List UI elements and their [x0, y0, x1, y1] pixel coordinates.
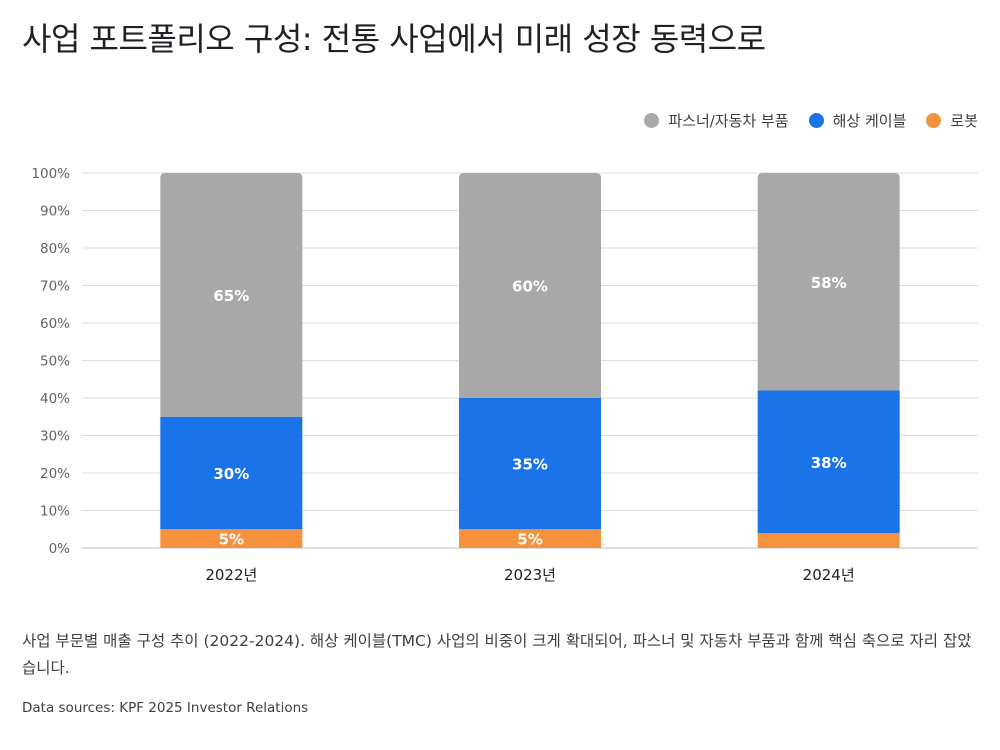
data-label: 65%	[213, 287, 249, 305]
data-label: 35%	[512, 456, 548, 474]
bar-segment	[757, 533, 900, 548]
bar-segment	[757, 173, 900, 391]
y-tick-label: 90%	[40, 204, 70, 220]
bar-segment	[160, 173, 303, 417]
data-label: 30%	[213, 465, 249, 483]
legend-item-fastener: 파스너/자동차 부품	[644, 110, 789, 131]
y-tick-label: 80%	[40, 241, 70, 257]
legend-label-robot: 로봇	[950, 112, 978, 130]
y-tick-label: 100%	[31, 166, 70, 182]
legend-swatch-cable	[808, 113, 824, 128]
legend-item-robot: 로봇	[926, 110, 978, 131]
x-tick-label: 2022년	[205, 566, 257, 584]
data-label: 58%	[811, 274, 847, 292]
bar-segment	[757, 390, 900, 533]
bar-segment	[459, 173, 601, 398]
legend-label-fastener: 파스너/자동차 부품	[668, 112, 789, 130]
x-tick-label: 2024년	[803, 566, 855, 584]
bar-segment	[160, 416, 303, 530]
data-label: 60%	[512, 278, 548, 296]
y-tick-label: 50%	[40, 354, 70, 370]
x-tick-label: 2023년	[504, 566, 556, 584]
bar-segment	[459, 529, 601, 548]
chart-legend: 파스너/자동차 부품 해상 케이블 로봇	[644, 110, 978, 131]
chart-caption: 사업 부문별 매출 구성 추이 (2022-2024). 해상 케이블(TMC)…	[22, 632, 972, 677]
legend-label-cable: 해상 케이블	[832, 112, 907, 130]
y-tick-label: 70%	[40, 279, 70, 295]
data-label: 5%	[517, 531, 542, 549]
y-tick-label: 0%	[49, 541, 71, 557]
data-source: Data sources: KPF 2025 Investor Relation…	[22, 700, 309, 716]
legend-swatch-robot	[926, 113, 942, 128]
y-tick-label: 10%	[40, 504, 70, 520]
y-tick-label: 20%	[40, 466, 70, 482]
y-tick-label: 30%	[40, 429, 70, 445]
legend-swatch-fastener	[644, 113, 660, 128]
data-label: 5%	[219, 531, 244, 549]
data-label: 38%	[811, 454, 847, 472]
legend-item-cable: 해상 케이블	[808, 110, 907, 131]
y-tick-label: 60%	[40, 316, 70, 332]
bar-segment	[160, 529, 303, 548]
y-tick-label: 40%	[40, 391, 70, 407]
stacked-bar-chart: 0% 10% 20% 30% 40% 50% 60% 70% 80% 90% 100% 5% 30% 65…	[31, 166, 978, 584]
bar-segment	[459, 398, 601, 530]
chart-title: 사업 포트폴리오 구성: 전통 사업에서 미래 성장 동력으로	[22, 20, 766, 58]
